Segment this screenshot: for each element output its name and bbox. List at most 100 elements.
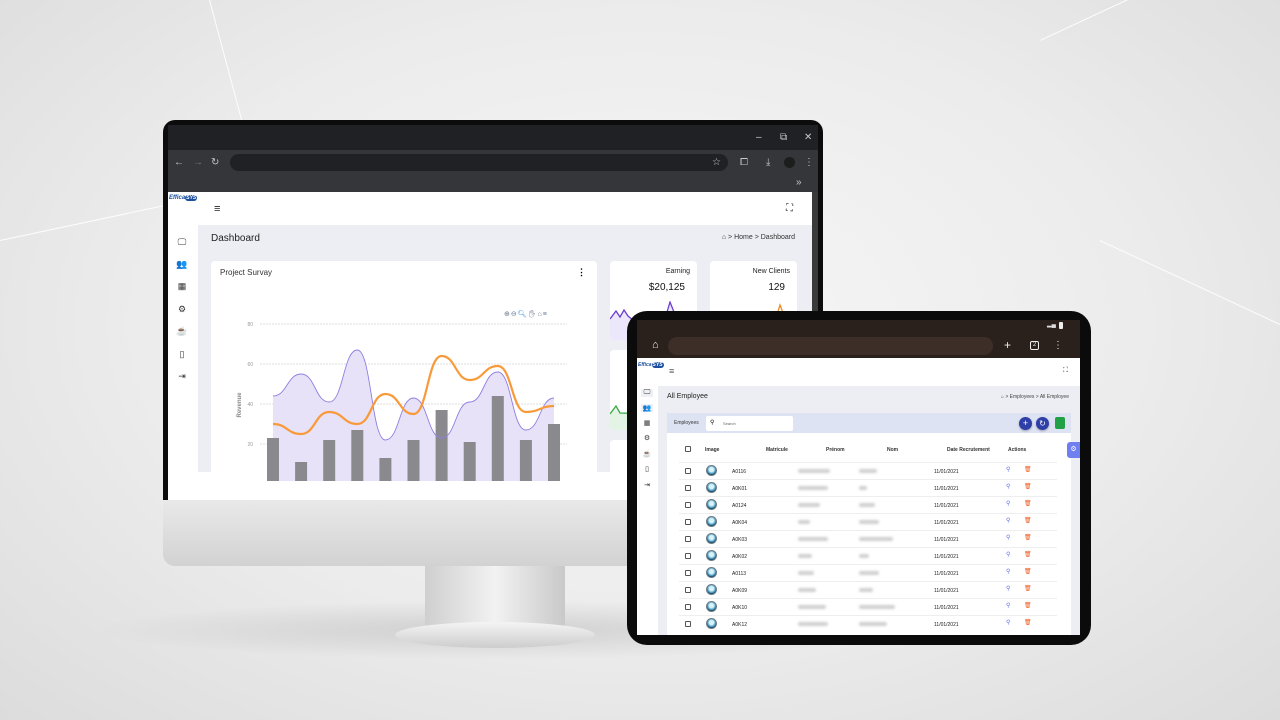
table-row[interactable]: A0K03 11/01/2021 ⚲ 🗑︎ xyxy=(667,530,1071,547)
table-row[interactable]: A0K01 11/01/2021 ⚲ 🗑︎ xyxy=(667,479,1071,496)
select-all-checkbox[interactable] xyxy=(685,446,691,452)
row-checkbox[interactable] xyxy=(685,502,691,508)
settings-icon[interactable]: ⚙ xyxy=(177,304,187,314)
book-icon[interactable]: ▯ xyxy=(179,349,185,359)
more-menu-icon[interactable]: ⋮ xyxy=(804,157,814,168)
fullscreen-icon[interactable]: ⛶ xyxy=(786,203,793,214)
tab-count[interactable]: 2 xyxy=(1030,341,1039,350)
monitor-icon[interactable]: 🖵 xyxy=(177,237,187,247)
row-checkbox[interactable] xyxy=(685,587,691,593)
row-checkbox[interactable] xyxy=(685,468,691,474)
column-header-matricule[interactable]: Matricule xyxy=(766,447,788,453)
back-icon[interactable]: ← xyxy=(174,157,184,168)
settings-icon[interactable]: ⚙ xyxy=(643,435,651,442)
table-row[interactable]: A0K10 11/01/2021 ⚲ 🗑︎ xyxy=(667,598,1071,615)
minimize-icon[interactable]: – xyxy=(756,132,762,143)
column-header-image[interactable]: Image xyxy=(705,447,720,453)
add-employee-button[interactable]: + xyxy=(1019,417,1032,430)
table-row[interactable]: A0116 11/01/2021 ⚲ 🗑︎ xyxy=(667,462,1071,479)
table-icon[interactable]: ▦ xyxy=(643,420,651,427)
row-checkbox[interactable] xyxy=(685,570,691,576)
menu-toggle-icon[interactable]: ≡ xyxy=(214,203,221,215)
delete-icon[interactable]: 🗑︎ xyxy=(1024,620,1032,626)
column-header-date[interactable]: Date Recrutement xyxy=(947,447,990,453)
column-header-nom[interactable]: Nom xyxy=(887,447,899,453)
bookmark-star-icon[interactable]: ☆ xyxy=(712,157,721,168)
coffee-icon[interactable]: ☕ xyxy=(642,451,652,458)
breadcrumb-section[interactable]: Employees xyxy=(1009,394,1035,400)
download-icon[interactable]: ⤓ xyxy=(766,157,771,168)
logout-icon[interactable]: ⇥ xyxy=(178,371,186,381)
zoom-select-icon[interactable]: 🔍︎ xyxy=(517,311,528,318)
logout-icon[interactable]: ⇥ xyxy=(644,482,650,489)
view-icon[interactable]: ⚲ xyxy=(1006,586,1011,592)
table-row[interactable]: A0K09 11/01/2021 ⚲ 🗑︎ xyxy=(667,581,1071,598)
users-icon[interactable]: 👥 xyxy=(176,259,188,269)
delete-icon[interactable]: 🗑︎ xyxy=(1024,603,1032,609)
bookmarks-overflow[interactable]: » xyxy=(796,177,802,188)
monitor-icon[interactable]: 🖵 xyxy=(641,389,653,397)
chart-menu-icon[interactable]: ≡ xyxy=(542,311,548,318)
coffee-icon[interactable]: ☕ xyxy=(176,326,188,336)
delete-icon[interactable]: 🗑︎ xyxy=(1024,586,1032,592)
view-icon[interactable]: ⚲ xyxy=(1006,518,1011,524)
view-icon[interactable]: ⚲ xyxy=(1006,467,1011,473)
row-checkbox[interactable] xyxy=(685,485,691,491)
search-input[interactable]: ⚲ Search xyxy=(706,416,793,431)
delete-icon[interactable]: 🗑︎ xyxy=(1024,552,1032,558)
delete-icon[interactable]: 🗑︎ xyxy=(1024,484,1032,490)
close-icon[interactable]: ✕ xyxy=(804,132,813,143)
reset-home-icon[interactable]: ⌂ xyxy=(537,311,543,318)
book-icon[interactable]: ▯ xyxy=(645,466,649,473)
delete-icon[interactable]: 🗑︎ xyxy=(1024,501,1032,507)
row-checkbox[interactable] xyxy=(685,621,691,627)
home-icon[interactable]: ⌂ xyxy=(1000,394,1004,400)
table-row[interactable]: A0113 11/01/2021 ⚲ 🗑︎ xyxy=(667,564,1071,581)
card-menu-icon[interactable]: ⋮ xyxy=(577,267,586,277)
delete-icon[interactable]: 🗑︎ xyxy=(1024,569,1032,575)
refresh-button[interactable]: ↻ xyxy=(1036,417,1049,430)
breadcrumb-home[interactable]: Home xyxy=(734,234,753,241)
table-row[interactable]: A0K02 11/01/2021 ⚲ 🗑︎ xyxy=(667,547,1071,564)
home-icon[interactable]: ⌂ xyxy=(721,234,727,241)
column-header-prenom[interactable]: Prénom xyxy=(826,447,845,453)
view-icon[interactable]: ⚲ xyxy=(1006,501,1011,507)
zoom-out-icon[interactable]: ⊖ xyxy=(510,311,518,318)
view-icon[interactable]: ⚲ xyxy=(1006,552,1011,558)
zoom-in-icon[interactable]: ⊕ xyxy=(504,311,511,318)
tablet-address-bar[interactable] xyxy=(668,337,993,355)
row-checkbox[interactable] xyxy=(685,604,691,610)
view-icon[interactable]: ⚲ xyxy=(1006,569,1011,575)
row-checkbox[interactable] xyxy=(685,519,691,525)
view-icon[interactable]: ⚲ xyxy=(1006,535,1011,541)
view-icon[interactable]: ⚲ xyxy=(1006,620,1011,626)
fullscreen-icon[interactable]: ⛶ xyxy=(1063,367,1068,374)
restore-icon[interactable]: ⧉ xyxy=(780,132,788,143)
view-icon[interactable]: ⚲ xyxy=(1006,484,1011,490)
menu-toggle-icon[interactable]: ≡ xyxy=(669,366,675,376)
address-bar[interactable]: ☆ xyxy=(230,154,728,171)
export-excel-icon[interactable] xyxy=(1055,417,1065,429)
employee-avatar xyxy=(706,516,717,527)
row-checkbox[interactable] xyxy=(685,536,691,542)
reload-icon[interactable]: ↻ xyxy=(211,157,220,168)
table-row[interactable]: A0124 11/01/2021 ⚲ 🗑︎ xyxy=(667,496,1071,513)
delete-icon[interactable]: 🗑︎ xyxy=(1024,535,1032,541)
view-icon[interactable]: ⚲ xyxy=(1006,603,1011,609)
delete-icon[interactable]: 🗑︎ xyxy=(1024,467,1032,473)
profile-avatar[interactable] xyxy=(784,157,795,168)
forward-icon[interactable]: → xyxy=(193,157,203,168)
more-menu-icon[interactable]: ⋮ xyxy=(1053,340,1063,351)
matricule-cell: A0K03 xyxy=(732,537,748,543)
table-row[interactable]: A0K04 11/01/2021 ⚲ 🗑︎ xyxy=(667,513,1071,530)
row-checkbox[interactable] xyxy=(685,553,691,559)
new-tab-icon[interactable]: + xyxy=(1004,338,1012,352)
pan-icon[interactable]: ✋︎ xyxy=(527,311,538,318)
home-icon[interactable]: ⌂ xyxy=(652,339,659,351)
delete-icon[interactable]: 🗑︎ xyxy=(1024,518,1032,524)
table-row[interactable]: A0K12 11/01/2021 ⚲ 🗑︎ xyxy=(667,615,1071,632)
extensions-icon[interactable]: ⧠ xyxy=(740,157,748,168)
settings-float-button[interactable]: ⚙ xyxy=(1067,442,1080,458)
table-icon[interactable]: ▦ xyxy=(177,281,187,291)
users-icon[interactable]: 👥 xyxy=(641,404,653,412)
